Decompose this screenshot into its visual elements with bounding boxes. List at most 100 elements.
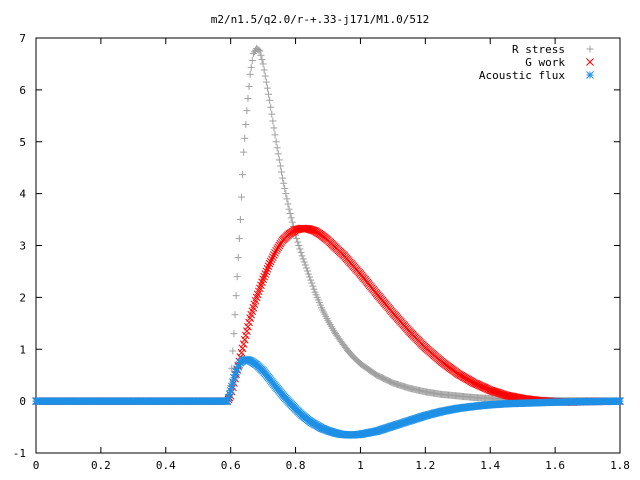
series-g-work [32, 224, 624, 407]
data-point [276, 162, 284, 170]
legend-label: R stress [512, 43, 565, 56]
legend-label: G work [525, 56, 565, 69]
data-point [263, 264, 272, 273]
x-tick-label: 1.2 [415, 459, 435, 472]
data-point [241, 331, 250, 340]
data-point [279, 174, 287, 182]
data-point [262, 267, 271, 276]
data-point [231, 311, 239, 319]
data-point [293, 235, 301, 243]
data-point [258, 56, 266, 64]
data-point [310, 285, 318, 293]
data-point [256, 47, 264, 55]
data-point [268, 253, 277, 262]
data-point [297, 248, 305, 256]
data-point [229, 347, 237, 355]
y-tick-label: 1 [19, 343, 26, 356]
data-point [268, 110, 276, 118]
series-layer [32, 44, 624, 439]
data-point [309, 282, 317, 290]
data-point [283, 195, 291, 203]
data-point [242, 120, 250, 128]
data-point [248, 56, 256, 64]
data-point [259, 275, 267, 284]
data-point [237, 348, 246, 357]
data-point [263, 84, 271, 92]
x-tick-label: 1.4 [480, 459, 500, 472]
data-point [616, 397, 624, 405]
data-point [287, 214, 295, 222]
data-point [246, 70, 254, 78]
data-point [272, 138, 280, 146]
data-point [286, 210, 294, 218]
data-point [303, 267, 311, 275]
data-point [277, 168, 285, 176]
axis-ticks: 0 0.2 0.4 0.6 0.8 1 1.2 1.4 1.6 1.8 -1 0 1 2 3 4 5 6 7 [13, 32, 630, 472]
x-tick-label: 1 [357, 459, 364, 472]
data-point [243, 327, 251, 335]
data-point [244, 322, 252, 331]
data-point [244, 95, 252, 103]
data-point [228, 378, 237, 386]
legend-marker [586, 71, 594, 79]
series-r-stress [32, 44, 624, 405]
data-point [240, 148, 248, 156]
y-tick-label: -1 [13, 447, 26, 460]
data-point [280, 179, 288, 187]
y-tick-label: 7 [19, 32, 26, 45]
data-point [285, 205, 293, 213]
data-point [243, 107, 251, 115]
data-point [260, 272, 269, 281]
x-tick-label: 0.6 [221, 459, 241, 472]
x-tick-label: 0.2 [91, 459, 111, 472]
data-point [228, 364, 236, 372]
data-point [305, 270, 313, 278]
data-point [227, 382, 236, 391]
data-point [226, 386, 235, 395]
data-point [307, 276, 315, 284]
legend-marker [586, 58, 594, 66]
data-point [295, 242, 303, 249]
data-point [306, 273, 314, 281]
data-point [262, 78, 270, 86]
data-point [301, 261, 309, 269]
data-point [302, 264, 310, 272]
data-point [271, 131, 279, 139]
x-tick-label: 0 [33, 459, 40, 472]
data-point [299, 255, 307, 263]
data-point [274, 150, 282, 158]
data-point [300, 258, 308, 266]
data-point [266, 257, 275, 266]
data-point [239, 340, 248, 348]
data-point [269, 117, 277, 125]
data-point [261, 72, 269, 80]
y-tick-label: 6 [19, 84, 26, 97]
data-point [233, 273, 241, 281]
data-point [282, 190, 290, 198]
data-point [288, 218, 296, 226]
data-point [264, 262, 273, 271]
y-tick-label: 4 [19, 188, 26, 201]
series-acoustic-flux [32, 355, 624, 439]
data-point [245, 82, 253, 90]
data-point [273, 144, 281, 152]
data-point [308, 279, 316, 287]
x-tick-label: 1.6 [545, 459, 565, 472]
data-point [294, 238, 302, 246]
y-tick-label: 2 [19, 291, 26, 304]
data-point [237, 193, 245, 201]
y-tick-label: 5 [19, 136, 26, 149]
x-tick-label: 0.8 [286, 459, 306, 472]
data-point [247, 63, 255, 71]
data-point [275, 156, 283, 164]
data-point [265, 90, 273, 98]
data-point [236, 216, 244, 224]
data-point [257, 51, 265, 59]
chart-title: m2/n1.5/q2.0/r-+.33-j171/M1.0/512 [211, 13, 430, 26]
data-point [271, 248, 279, 257]
data-point [234, 254, 242, 262]
data-point [296, 245, 304, 253]
legend-label: Acoustic flux [479, 69, 565, 82]
data-point [298, 252, 306, 260]
